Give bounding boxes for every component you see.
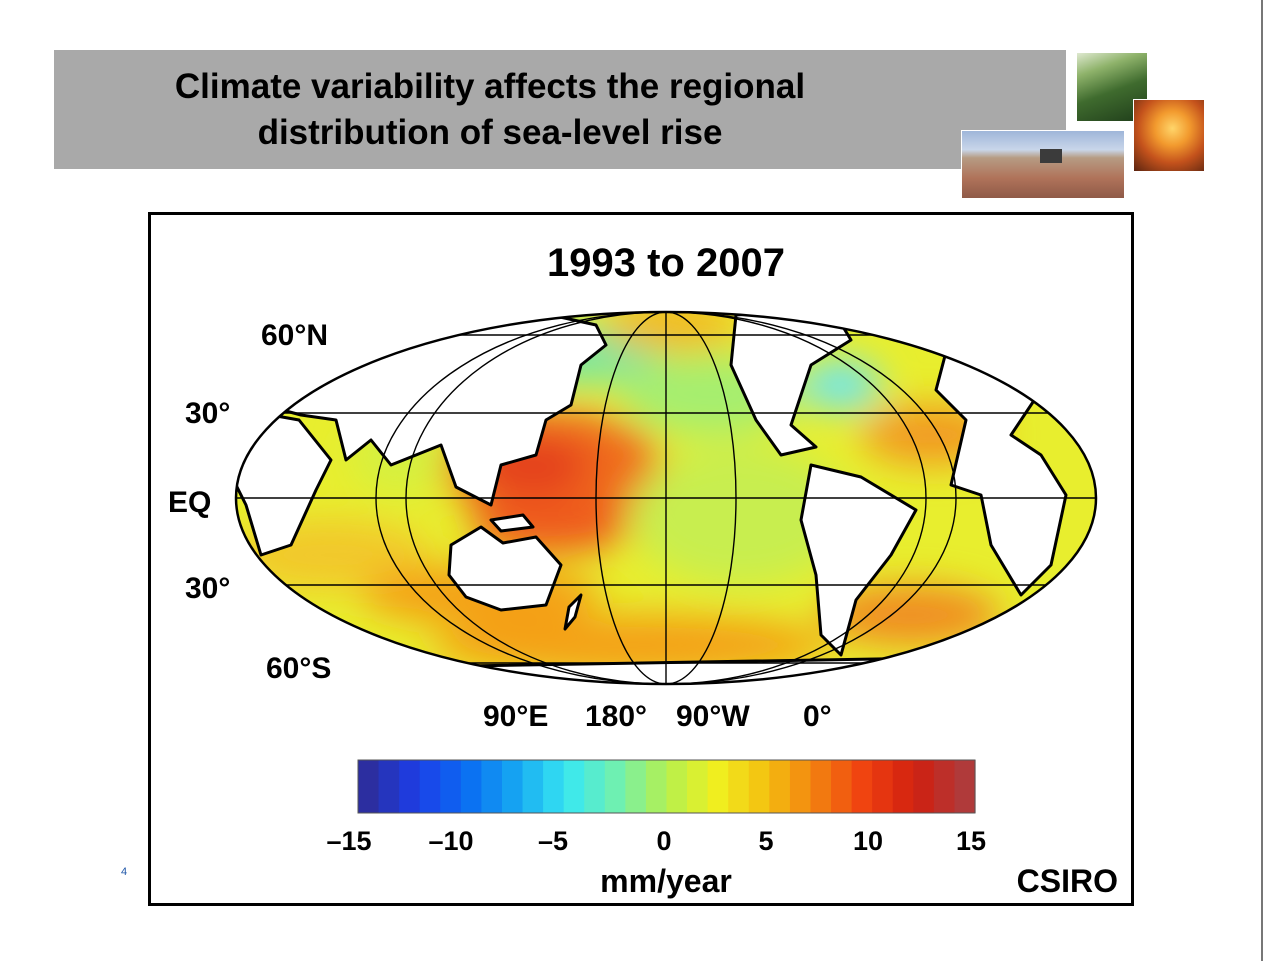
colorbar-unit: mm/year [600, 863, 732, 899]
colorbar-tick: 10 [853, 826, 883, 856]
colorbar-tick: –10 [428, 826, 473, 856]
title-band: Climate variability affects the regional… [54, 50, 1066, 169]
colorbar-cell [645, 760, 668, 813]
colorbar-cell [892, 760, 914, 813]
latitude-labels: 60°N 30° EQ 30° 60°S [168, 319, 331, 685]
map-outline [234, 310, 1098, 686]
lon-label-90e: 90°E [483, 700, 548, 733]
colorbar-cell [481, 760, 503, 813]
colorbar-cells [358, 760, 976, 813]
colorbar-cell [666, 760, 688, 813]
bushfire-photo [1133, 99, 1205, 172]
lat-label-30n: 30° [185, 397, 230, 430]
map-title: 1993 to 2007 [547, 241, 785, 285]
colorbar-cell [769, 760, 791, 813]
colorbar-cell [789, 760, 812, 813]
colorbar-tick: 0 [656, 826, 671, 856]
credit-label: CSIRO [1017, 863, 1118, 899]
colorbar-tick: 15 [956, 826, 986, 856]
colorbar-cell [913, 760, 935, 813]
colorbar-cell [810, 760, 832, 813]
slide-number: 4 [121, 866, 128, 878]
colorbar-cell [543, 760, 565, 813]
colorbar-cell [933, 760, 956, 813]
colorbar-cell [954, 760, 976, 813]
colorbar-ticks: –15 –10 –5 0 5 10 15 [326, 826, 986, 856]
sea-level-map: 1993 to 2007 [168, 241, 1118, 899]
colorbar-cell [625, 760, 647, 813]
lat-label-30s: 30° [185, 572, 230, 605]
slide-title-line-2: distribution of sea-level rise [257, 112, 723, 152]
colorbar-cell [707, 760, 729, 813]
colorbar-cell [358, 760, 380, 813]
sea-level-figure: 1993 to 2007 [148, 212, 1134, 906]
colorbar-cell [584, 760, 606, 813]
slide-title-line-1: Climate variability affects the regional [174, 66, 806, 106]
colorbar-cell [399, 760, 421, 813]
colorbar-cell [831, 760, 853, 813]
colorbar-cell [748, 760, 770, 813]
colorbar-tick: –15 [326, 826, 371, 856]
colorbar-cell [604, 760, 626, 813]
land-antarctica [236, 653, 1096, 684]
forest-photo [1076, 52, 1148, 122]
colorbar-cell [687, 760, 709, 813]
colorbar-cell [872, 760, 894, 813]
land-south-america [799, 463, 918, 657]
harvester-shape [1040, 149, 1062, 163]
slide-title: Climate variability affects the regional… [140, 64, 840, 156]
lat-label-eq: EQ [168, 486, 211, 519]
colorbar-cell [460, 760, 482, 813]
colorbar [357, 759, 976, 814]
colorbar-cell [440, 760, 462, 813]
lat-label-60n: 60°N [261, 319, 328, 352]
land-africa [236, 413, 333, 557]
lon-label-0: 0° [803, 700, 832, 733]
land-new-zealand [563, 593, 583, 631]
colorbar-cell [378, 760, 400, 813]
lat-label-60s: 60°S [266, 652, 331, 685]
colorbar-cell [728, 760, 750, 813]
colorbar-cell [563, 760, 585, 813]
colorbar-tick: 5 [758, 826, 773, 856]
colorbar-cell [419, 760, 441, 813]
harvest-photo [961, 130, 1125, 199]
lon-label-90w: 90°W [676, 700, 750, 733]
colorbar-frame [357, 759, 976, 814]
land-new-guinea [489, 513, 535, 533]
lon-label-180: 180° [585, 700, 647, 733]
colorbar-cell [501, 760, 524, 813]
colorbar-cell [522, 760, 544, 813]
colorbar-cell [851, 760, 873, 813]
colorbar-tick: –5 [538, 826, 568, 856]
slide-edge-rule [1261, 0, 1263, 961]
longitude-labels: 90°E 180° 90°W 0° [483, 700, 832, 733]
